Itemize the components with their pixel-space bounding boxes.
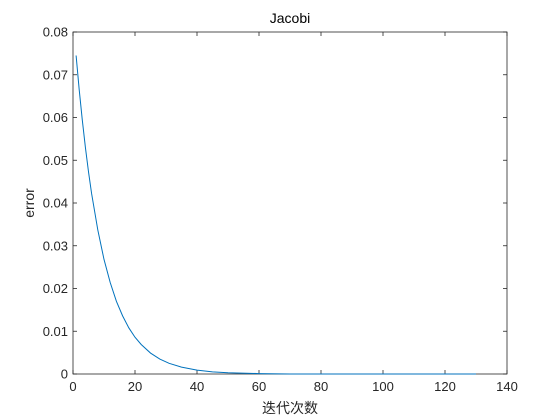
x-tick-label: 20 — [128, 379, 142, 394]
y-tick-label: 0.06 — [43, 110, 68, 125]
x-axis-label: 迭代次数 — [262, 400, 318, 416]
x-tick-label: 60 — [252, 379, 266, 394]
y-tick-label: 0.05 — [43, 153, 68, 168]
x-tick-label: 120 — [434, 379, 456, 394]
y-tick-label: 0.03 — [43, 238, 68, 253]
x-tick-label: 0 — [69, 379, 76, 394]
y-tick-label: 0.01 — [43, 324, 68, 339]
chart-title: Jacobi — [270, 10, 310, 26]
axis-ticks: 0 20 40 60 80 100 120 140 0 0.01 0.02 0.03 0.04 0.05 0… — [43, 25, 518, 395]
x-tick-label: 100 — [372, 379, 394, 394]
y-axis-label: error — [21, 188, 37, 218]
y-tick-label: 0.08 — [43, 25, 68, 40]
y-tick-label: 0.02 — [43, 281, 68, 296]
x-tick-label: 80 — [314, 379, 328, 394]
y-tick-label: 0.07 — [43, 67, 68, 82]
plot-area — [72, 31, 508, 375]
y-tick-label: 0 — [61, 367, 68, 382]
x-tick-label: 40 — [190, 379, 204, 394]
y-tick-label: 0.04 — [43, 196, 68, 211]
series-line — [75, 55, 476, 375]
series-layer — [75, 55, 476, 375]
x-tick-label: 140 — [496, 379, 518, 394]
